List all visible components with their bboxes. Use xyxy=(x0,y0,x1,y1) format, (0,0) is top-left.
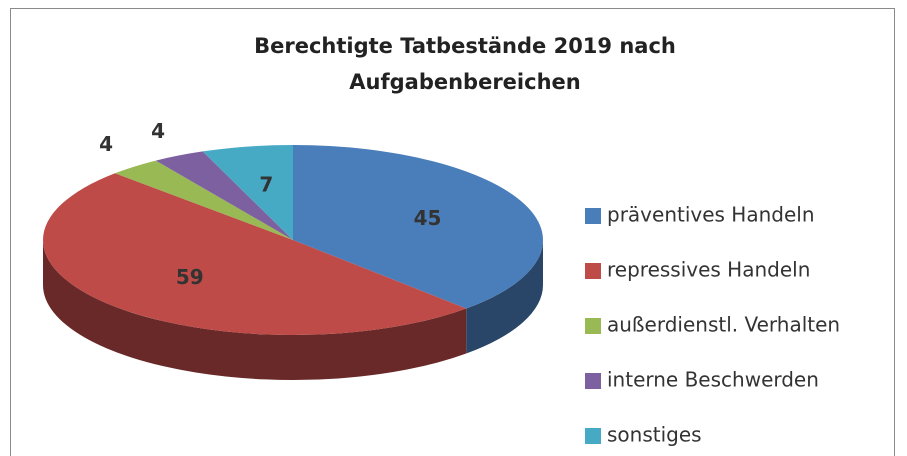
legend-swatch xyxy=(585,428,601,444)
pie-slice xyxy=(202,145,293,240)
legend-swatch xyxy=(585,208,601,224)
data-label: 4 xyxy=(151,119,165,143)
legend-swatch xyxy=(585,318,601,334)
pie-slice xyxy=(43,173,467,335)
legend-label: interne Beschwerden xyxy=(607,368,819,392)
chart-title: Berechtigte Tatbestände 2019 nach Aufgab… xyxy=(254,34,676,94)
legend-label: außerdienstl. Verhalten xyxy=(607,313,840,337)
legend-label: sonstiges xyxy=(607,423,702,447)
data-label: 4 xyxy=(99,132,113,156)
pie-slice xyxy=(115,160,293,240)
legend-label: repressives Handeln xyxy=(607,258,810,282)
pie-side xyxy=(466,240,543,354)
legend-label: präventives Handeln xyxy=(607,203,815,227)
data-label: 7 xyxy=(259,172,273,196)
legend-swatch xyxy=(585,373,601,389)
pie-slice xyxy=(155,151,293,240)
data-label: 45 xyxy=(414,206,442,230)
legend-swatch xyxy=(585,263,601,279)
data-label: 59 xyxy=(176,265,204,289)
chart-frame xyxy=(10,8,895,456)
pie-side xyxy=(43,240,467,381)
pie-slice xyxy=(293,145,543,309)
